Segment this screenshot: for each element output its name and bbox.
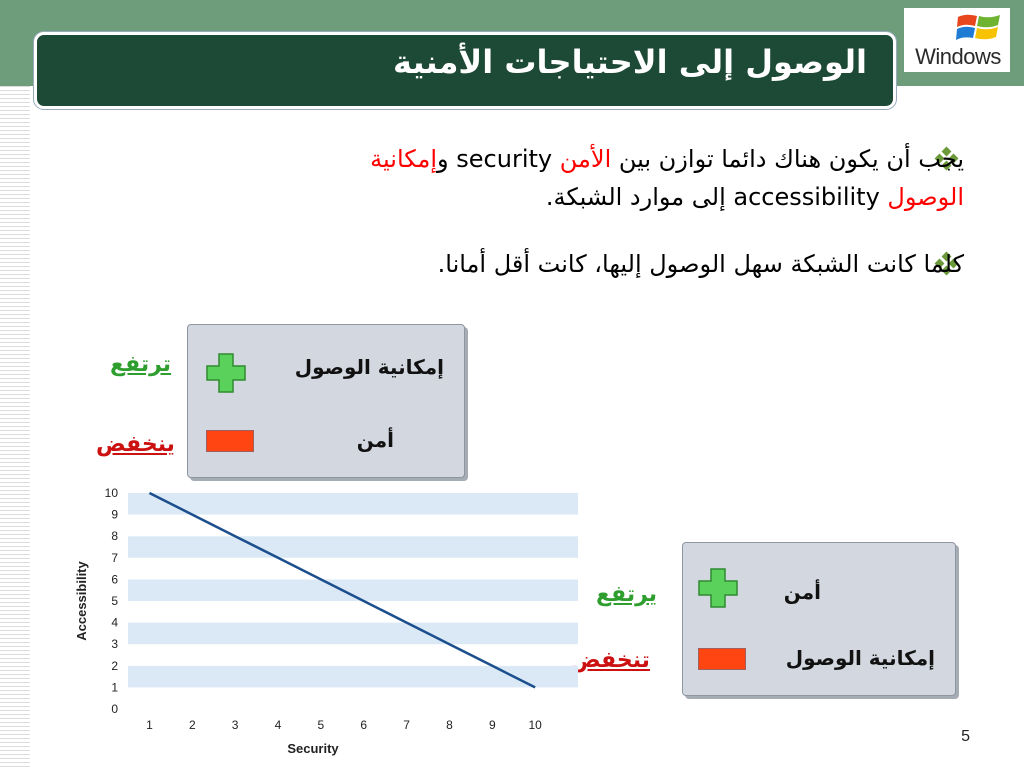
minus-icon bbox=[698, 648, 746, 670]
grid-band bbox=[128, 687, 578, 709]
diamond-bullet-icon bbox=[934, 146, 959, 171]
plus-icon bbox=[698, 568, 738, 608]
title-banner: الوصول إلى الاحتياجات الأمنية bbox=[34, 32, 896, 109]
slide-title: الوصول إلى الاحتياجات الأمنية bbox=[393, 43, 867, 81]
y-tick-label: 9 bbox=[111, 508, 118, 522]
y-axis-label: Accessibility bbox=[74, 560, 89, 640]
x-tick-label: 2 bbox=[189, 718, 196, 732]
y-tick-label: 6 bbox=[111, 572, 118, 586]
diamond-bullet-icon bbox=[934, 251, 959, 276]
x-tick-label: 4 bbox=[275, 718, 282, 732]
legend-box-access-up: إمكانية الوصول أمن bbox=[187, 324, 465, 478]
windows-flag-icon bbox=[956, 14, 1000, 40]
windows-logo-text: Windows bbox=[915, 44, 1001, 69]
x-tick-label: 3 bbox=[232, 718, 239, 732]
grid-band bbox=[128, 536, 578, 558]
y-tick-label: 3 bbox=[111, 637, 118, 651]
bullet-highlight-security: الأمن bbox=[559, 145, 612, 173]
grid-band bbox=[128, 601, 578, 623]
plus-icon bbox=[206, 353, 246, 393]
grid-band bbox=[128, 557, 578, 580]
grid-band bbox=[128, 665, 578, 688]
x-tick-label: 9 bbox=[489, 718, 496, 732]
y-tick-label: 0 bbox=[111, 702, 118, 716]
trend-up-label: ترتفع bbox=[110, 352, 172, 377]
page-number: 5 bbox=[961, 728, 970, 745]
bullet-highlight-possibility: إمكانية bbox=[370, 145, 438, 173]
minus-icon bbox=[206, 430, 254, 452]
x-tick-label: 1 bbox=[146, 718, 153, 732]
trend-up-label: يرتفع bbox=[596, 582, 658, 607]
bullet-tradeoff: كلما كانت الشبكة سهل الوصول إليها، كانت … bbox=[437, 250, 964, 278]
x-axis-label: Security bbox=[287, 741, 339, 756]
legend-minus-label: أمن bbox=[356, 428, 394, 452]
y-tick-label: 2 bbox=[111, 659, 118, 673]
x-tick-label: 6 bbox=[360, 718, 367, 732]
y-tick-label: 4 bbox=[111, 616, 118, 630]
trend-down-label: ينخفض bbox=[96, 432, 175, 457]
legend-plus-label: أمن bbox=[783, 580, 821, 604]
bullet-text-part: و bbox=[437, 145, 449, 173]
grid-band bbox=[128, 622, 578, 645]
legend-box-security-up: أمن إمكانية الوصول bbox=[682, 542, 956, 696]
grid-band bbox=[128, 644, 578, 666]
left-stripe-decoration bbox=[0, 86, 30, 768]
grid-band bbox=[128, 493, 578, 515]
trend-down-label: تنخفض bbox=[571, 648, 650, 673]
bullet-balance: يجب أن يكون هناك دائما توازن بين الأمن s… bbox=[104, 140, 964, 216]
bullet-text-part: يجب أن يكون هناك دائما توازن بين bbox=[611, 145, 964, 173]
y-tick-label: 10 bbox=[105, 486, 119, 500]
x-tick-label: 8 bbox=[446, 718, 453, 732]
y-tick-label: 1 bbox=[111, 680, 118, 694]
legend-minus-label: إمكانية الوصول bbox=[785, 646, 935, 670]
legend-plus-label: إمكانية الوصول bbox=[294, 355, 444, 379]
x-tick-label: 10 bbox=[528, 718, 542, 732]
x-tick-label: 5 bbox=[318, 718, 325, 732]
series-line bbox=[148, 491, 536, 689]
grid-band bbox=[128, 514, 578, 537]
security-accessibility-chart: 0 1 2 3 4 5 6 7 8 9 10 1 2 3 4 5 6 7 8 9 10 Security Accessibi… bbox=[74, 486, 578, 756]
bullet-text-part: accessibility إلى موارد الشبكة. bbox=[545, 183, 888, 211]
y-tick-label: 8 bbox=[111, 529, 118, 543]
grid-band bbox=[128, 579, 578, 601]
y-tick-label: 5 bbox=[111, 594, 118, 608]
bullet-highlight-access: الوصول bbox=[887, 183, 964, 211]
x-tick-label: 7 bbox=[403, 718, 410, 732]
bullet-text-part: security bbox=[448, 145, 560, 173]
y-tick-label: 7 bbox=[111, 551, 118, 565]
